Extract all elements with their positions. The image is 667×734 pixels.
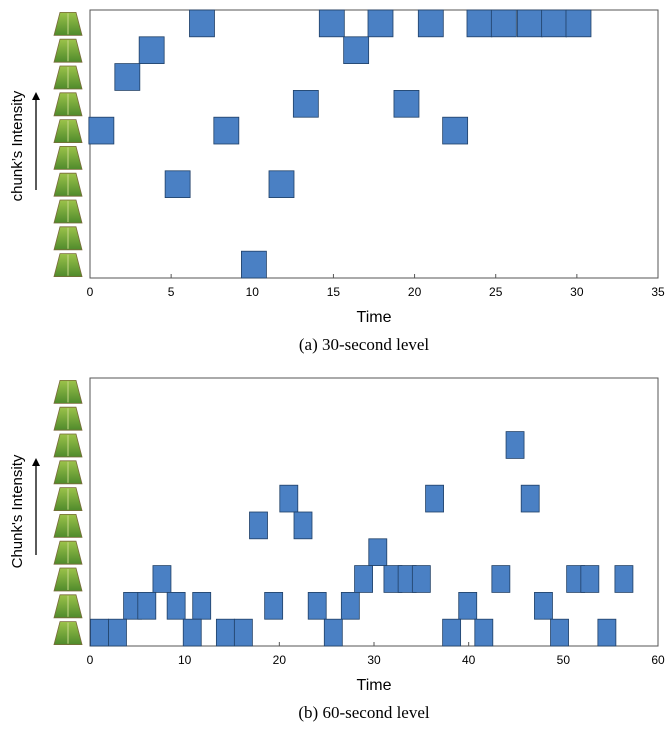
chunk-block bbox=[183, 619, 201, 646]
chunk-block bbox=[214, 117, 239, 144]
chunk-block bbox=[369, 539, 387, 566]
y-arrow-head bbox=[32, 458, 40, 466]
plot-frame bbox=[90, 10, 658, 278]
x-tick-label: 20 bbox=[273, 653, 287, 667]
chunk-block bbox=[153, 566, 171, 593]
x-axis-label: Time bbox=[357, 309, 392, 326]
x-tick-label: 30 bbox=[570, 285, 584, 299]
x-axis-label: Time bbox=[357, 677, 392, 694]
x-tick-label: 10 bbox=[178, 653, 192, 667]
chunk-block bbox=[165, 171, 190, 198]
chunk-block bbox=[216, 619, 234, 646]
x-tick-label: 60 bbox=[651, 653, 665, 667]
x-tick-label: 15 bbox=[327, 285, 341, 299]
x-tick-label: 35 bbox=[651, 285, 665, 299]
chunk-block bbox=[344, 37, 369, 64]
chunk-block bbox=[566, 10, 591, 37]
chunk-block bbox=[138, 592, 156, 619]
chunk-block bbox=[491, 10, 516, 37]
chunk-block bbox=[418, 10, 443, 37]
chunk-block bbox=[293, 90, 318, 117]
chunk-block bbox=[542, 10, 567, 37]
x-tick-label: 0 bbox=[87, 285, 94, 299]
chunk-block bbox=[294, 512, 312, 539]
chunk-block bbox=[167, 592, 185, 619]
x-tick-label: 10 bbox=[246, 285, 260, 299]
y-arrow-head bbox=[32, 92, 40, 100]
x-tick-label: 20 bbox=[408, 285, 422, 299]
caption: (b) 60-second level bbox=[298, 703, 430, 722]
chunk-block bbox=[189, 10, 214, 37]
chunk-block bbox=[412, 566, 430, 593]
chunk-block bbox=[108, 619, 126, 646]
chunk-block bbox=[115, 64, 140, 91]
chunk-block bbox=[581, 566, 599, 593]
chunk-block bbox=[89, 117, 114, 144]
chunk-block bbox=[368, 10, 393, 37]
chunk-block bbox=[492, 566, 510, 593]
figure: 0 5 10 15 20 25 30 35 Time (a) 30-second level chu… bbox=[0, 0, 667, 734]
chunk-block bbox=[443, 117, 468, 144]
chunk-block bbox=[443, 619, 461, 646]
chunk-block bbox=[598, 619, 616, 646]
y-axis-label: Chunk's Intensity bbox=[9, 454, 26, 568]
chunk-block bbox=[139, 37, 164, 64]
chunk-block bbox=[241, 251, 266, 278]
chunk-block bbox=[551, 619, 569, 646]
chunk-block bbox=[506, 432, 524, 459]
chunk-block bbox=[341, 592, 359, 619]
y-axis-label: chunk’s Intensity bbox=[9, 90, 26, 201]
chunk-block bbox=[426, 485, 444, 512]
chunk-block bbox=[467, 10, 492, 37]
x-tick-label: 40 bbox=[462, 653, 476, 667]
chunk-block bbox=[90, 619, 108, 646]
chunk-block bbox=[394, 90, 419, 117]
chunk-block bbox=[475, 619, 493, 646]
chunk-block bbox=[280, 485, 298, 512]
x-tick-label: 30 bbox=[367, 653, 381, 667]
chunk-block bbox=[250, 512, 268, 539]
chunk-block bbox=[269, 171, 294, 198]
x-tick-label: 5 bbox=[168, 285, 175, 299]
x-tick-label: 0 bbox=[87, 653, 94, 667]
chunk-block bbox=[265, 592, 283, 619]
chunk-block bbox=[324, 619, 342, 646]
chunk-block bbox=[319, 10, 344, 37]
chunk-block bbox=[517, 10, 542, 37]
chunk-block bbox=[234, 619, 252, 646]
chunk-block bbox=[355, 566, 373, 593]
chunk-block bbox=[459, 592, 477, 619]
x-tick-label: 25 bbox=[489, 285, 503, 299]
chunk-block bbox=[521, 485, 539, 512]
chunk-block bbox=[615, 566, 633, 593]
chunk-block bbox=[534, 592, 552, 619]
chunk-block bbox=[308, 592, 326, 619]
caption: (a) 30-second level bbox=[299, 335, 430, 354]
chunk-block bbox=[193, 592, 211, 619]
x-tick-label: 50 bbox=[557, 653, 571, 667]
